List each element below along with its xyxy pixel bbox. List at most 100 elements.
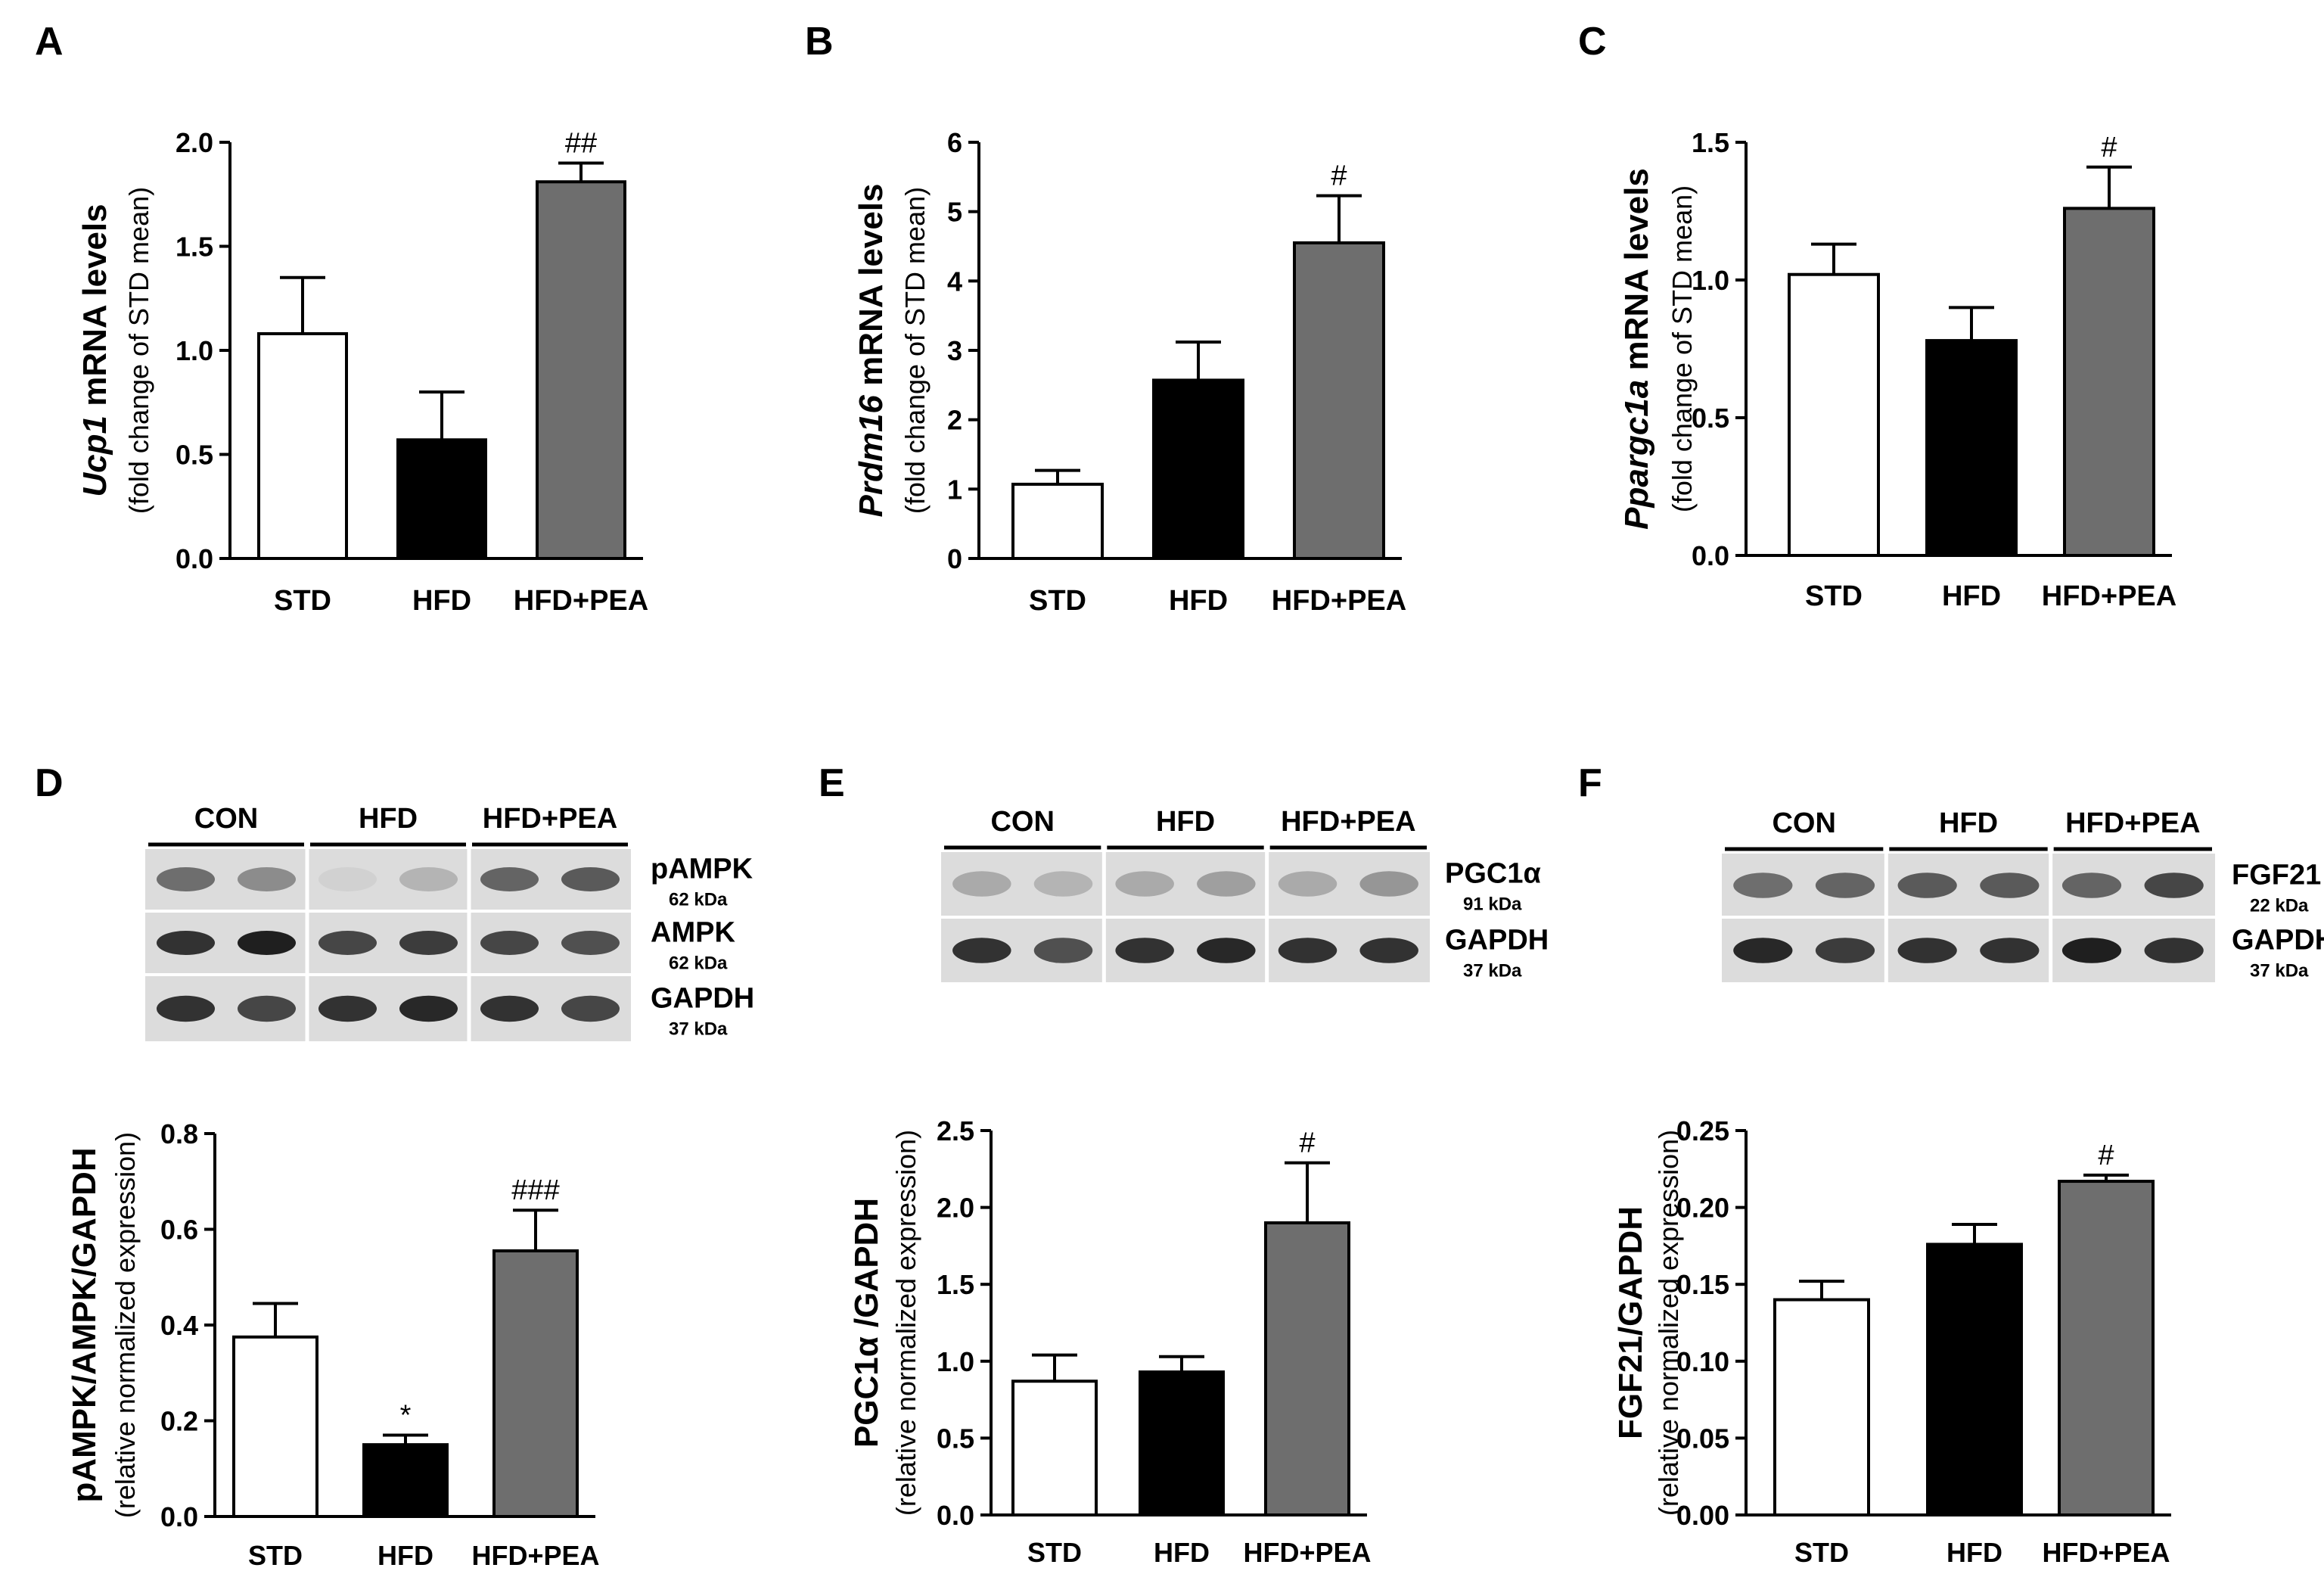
bar-a-hfd (396, 438, 487, 560)
blot-band-f-gapdh (2061, 938, 2122, 963)
blot-protein-label-d-ampk: AMPK (651, 916, 735, 948)
y-axis-title-text-b: mRNA levels (853, 183, 890, 395)
x-category-label-e-hfd: HFD (1154, 1537, 1210, 1568)
y-axis-title-e: PGC1α /GAPDH (848, 1198, 885, 1448)
x-category-label-f-std: STD (1794, 1537, 1849, 1568)
blot-band-f-fgf21 (1733, 873, 1793, 898)
blot-band-d-gapdh (561, 995, 620, 1022)
x-category-label-c-std: STD (1805, 580, 1863, 612)
blot-band-e-gapdh (952, 938, 1011, 963)
chart-f: 0.00 0.05 0.10 0.15 0.20 0.25 STD HFD # HFD+PEA FG… (1612, 1115, 2171, 1568)
significance-mark-c-hfd-pea: # (2101, 132, 2117, 163)
blot-band-e-gapdh (1359, 938, 1418, 963)
chart-d: 0.0 0.2 0.4 0.6 0.8 STD * HFD ### HFD+PEA pAMPK/AM… (66, 1118, 600, 1571)
x-category-label-f-hfd-pea: HFD+PEA (2042, 1537, 2170, 1568)
y-tick-label-e: 0.0 (937, 1500, 974, 1531)
y-tick-label-f: 0.15 (1676, 1269, 1729, 1300)
y-tick-label-a: 0.5 (176, 440, 213, 471)
y-tick-label-e: 2.5 (937, 1115, 974, 1146)
y-tick-label-b: 6 (947, 127, 962, 158)
x-category-label-a-hfd-pea: HFD+PEA (514, 585, 648, 617)
y-axis-title-d: pAMPK/AMPK/GAPDH (66, 1147, 103, 1502)
blot-protein-label-f-fgf21: FGF21 (2232, 859, 2321, 891)
bar-a-hfd-pea (536, 180, 626, 560)
y-axis-subtitle-f: (relative normalized expression) (1653, 1130, 1684, 1516)
blot-band-d-pampk (318, 867, 377, 891)
y-tick-label-b: 0 (947, 543, 962, 574)
blot-band-e-pgc1 (952, 871, 1011, 897)
y-tick-label-c: 0.5 (1692, 403, 1729, 434)
blot-band-e-gapdh (1115, 938, 1174, 963)
y-tick-label-a: 1.5 (176, 232, 213, 263)
blot-band-f-fgf21 (2061, 873, 2122, 898)
chart-c: 0.0 0.5 1.0 1.5 STD HFD # HFD+PEA Ppargc1a mRNA … (1618, 127, 2176, 612)
blot-group-label-f-con: CON (1772, 807, 1835, 839)
bar-f-hfd (1926, 1243, 2023, 1517)
blot-group-label-d-hfd: HFD (359, 803, 418, 835)
blot-band-e-pgc1 (1359, 871, 1418, 897)
blot-e: CON HFD HFD+PEA PGC1α 91 kDa GAPDH 37 kDa (941, 806, 1549, 982)
bar-b-hfd (1152, 378, 1244, 560)
blot-protein-label-e-gapdh: GAPDH (1445, 924, 1549, 956)
y-tick-label-f: 0.20 (1676, 1193, 1729, 1224)
blot-strip-e-pgc1 (941, 852, 1430, 916)
bar-d-hfd (362, 1443, 449, 1518)
blot-kda-label-d-ampk: 62 kDa (669, 953, 728, 973)
x-category-label-d-hfd-pea: HFD+PEA (471, 1540, 599, 1571)
y-tick-label-e: 1.0 (937, 1346, 974, 1377)
significance-mark-d-hfd-pea: ### (511, 1174, 559, 1206)
blot-band-e-pgc1 (1197, 871, 1256, 897)
blot-band-d-gapdh (318, 995, 377, 1022)
bar-d-hfd-pea (492, 1249, 579, 1519)
y-tick-label-b: 1 (947, 474, 962, 505)
y-tick-label-e: 2.0 (937, 1193, 974, 1224)
y-axis-title-a: Ucp1 mRNA levels (76, 204, 113, 496)
bar-e-std (1011, 1380, 1098, 1516)
panel-letter-D: D (35, 761, 64, 805)
y-axis-title-f: FGF21/GAPDH (1612, 1206, 1649, 1439)
panel-letter-C: C (1578, 20, 1607, 64)
blot-d: CON HFD HFD+PEA pAMPK 62 kDa AMPK 62 kDa GAPDH 3… (145, 803, 754, 1041)
bar-f-hfd-pea (2058, 1180, 2155, 1517)
y-axis-title-c: Ppargc1a mRNA levels (1618, 168, 1655, 530)
blot-band-d-ampk (237, 931, 297, 955)
blot-group-label-e-hfd-pea: HFD+PEA (1281, 806, 1415, 838)
blot-band-f-fgf21 (1897, 873, 1957, 898)
significance-mark-d-hfd: * (400, 1399, 412, 1431)
blot-f: CON HFD HFD+PEA FGF21 22 kDa GAPDH 37 kDa (1722, 807, 2324, 982)
blot-band-d-ampk (480, 931, 539, 955)
x-category-label-d-hfd: HFD (377, 1540, 433, 1571)
blot-band-d-pampk (399, 867, 458, 891)
blot-kda-label-f-gapdh: 37 kDa (2250, 960, 2309, 981)
blot-band-d-pampk (480, 867, 539, 891)
y-axis-title-b: Prdm16 mRNA levels (853, 183, 890, 517)
y-tick-label-f: 0.10 (1676, 1346, 1729, 1377)
y-tick-label-d: 0.0 (160, 1501, 198, 1532)
y-tick-label-e: 1.5 (937, 1269, 974, 1300)
blot-band-f-gapdh (1980, 938, 2040, 963)
x-category-label-c-hfd-pea: HFD+PEA (2042, 580, 2176, 612)
blot-band-d-pampk (237, 867, 297, 891)
blot-band-f-fgf21 (1980, 873, 2040, 898)
blot-band-f-gapdh (1733, 938, 1793, 963)
y-axis-subtitle-b: (fold change of STD mean) (899, 187, 931, 514)
blot-band-d-gapdh (480, 995, 539, 1022)
bar-e-hfd-pea (1264, 1221, 1350, 1517)
panel-letter-F: F (1578, 761, 1602, 805)
y-axis-title-text-c: mRNA levels (1618, 168, 1655, 380)
y-tick-label-f: 0.25 (1676, 1115, 1729, 1146)
y-tick-label-b: 5 (947, 197, 962, 228)
y-axis-title-gene-a: Ucp1 (76, 415, 113, 497)
blot-group-label-f-hfd-pea: HFD+PEA (2065, 807, 2200, 839)
blot-band-e-pgc1 (1278, 871, 1338, 897)
blot-kda-label-e-gapdh: 37 kDa (1463, 960, 1522, 981)
y-axis-subtitle-d: (relative normalized expression) (110, 1132, 141, 1518)
y-tick-label-f: 0.00 (1676, 1500, 1729, 1531)
panel-letter-B: B (805, 20, 834, 64)
blot-band-f-gapdh (2144, 938, 2204, 963)
blot-protein-label-f-gapdh: GAPDH (2232, 924, 2324, 956)
x-category-label-b-hfd: HFD (1169, 585, 1228, 617)
blot-band-d-ampk (399, 931, 458, 955)
blot-group-label-d-con: CON (194, 803, 258, 835)
